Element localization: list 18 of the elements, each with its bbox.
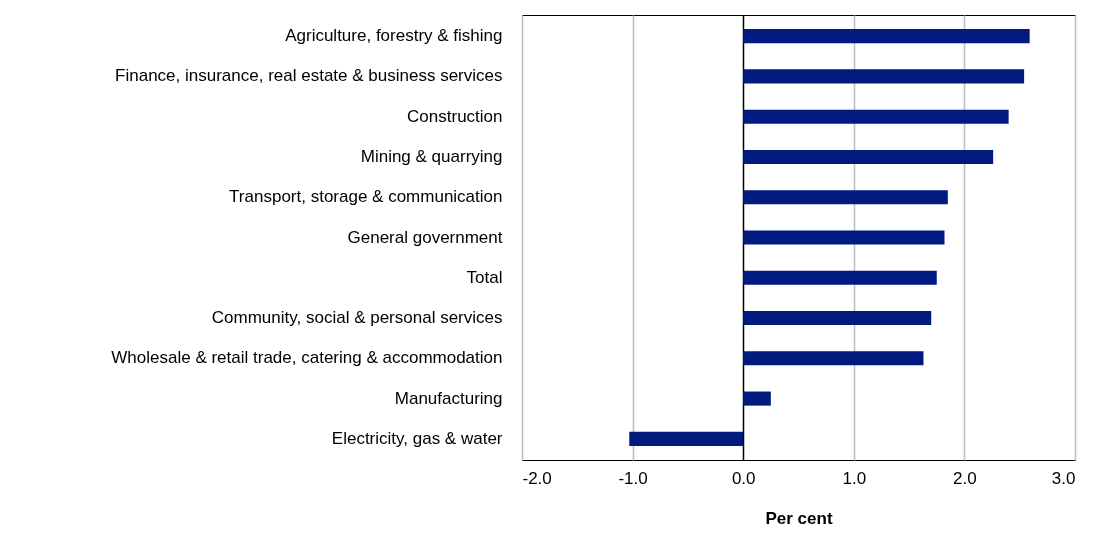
- y-tick-label: Total: [466, 267, 503, 287]
- x-tick-label: -1.0: [618, 468, 648, 488]
- y-tick-label: Finance, insurance, real estate & business services: [115, 66, 503, 86]
- y-tick-label: Construction: [407, 106, 503, 126]
- y-tick-label: Wholesale & retail trade, catering & accommodation: [111, 348, 503, 368]
- x-tick-label: 0.0: [731, 468, 756, 488]
- y-tick-label: Agriculture, forestry & fishing: [285, 26, 503, 46]
- x-tick-label: 2.0: [953, 468, 977, 488]
- y-tick-label: Electricity, gas & water: [331, 428, 503, 448]
- y-tick-label: General government: [347, 227, 503, 247]
- x-tick-label: 3.0: [1051, 468, 1076, 488]
- y-tick-label: Manufacturing: [394, 388, 503, 408]
- y-tick-label: Mining & quarrying: [360, 146, 503, 166]
- y-tick-label: Community, social & personal services: [211, 308, 503, 328]
- x-tick-label: -2.0: [522, 468, 552, 488]
- x-tick-label: 1.0: [842, 468, 867, 488]
- y-tick-label: Transport, storage & communication: [229, 187, 503, 207]
- x-axis-title: Per cent: [765, 508, 833, 528]
